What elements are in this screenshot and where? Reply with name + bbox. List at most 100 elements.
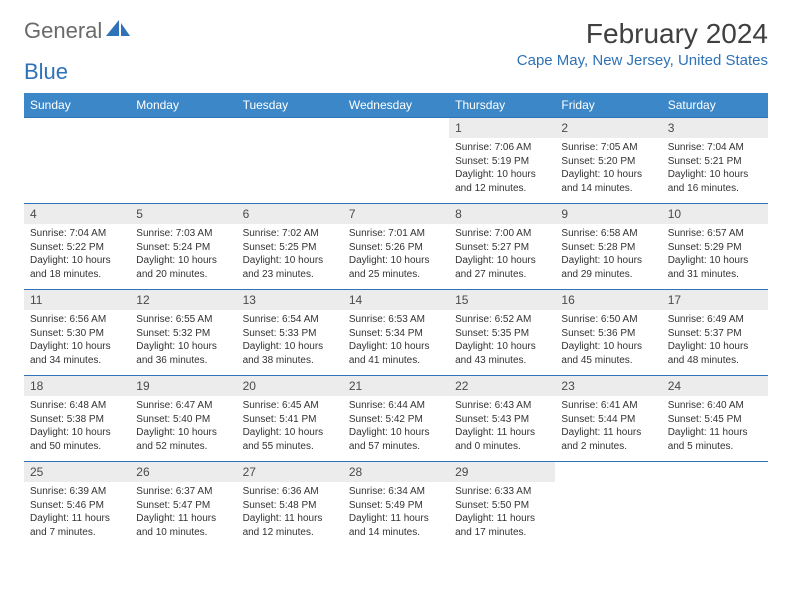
daylight-text: Daylight: 10 hours and 38 minutes. [243, 340, 337, 367]
sunrise-text: Sunrise: 6:49 AM [668, 313, 762, 327]
day-number: 2 [555, 118, 661, 138]
day-number: 12 [130, 290, 236, 310]
daylight-text: Daylight: 10 hours and 31 minutes. [668, 254, 762, 281]
day-body: Sunrise: 6:37 AMSunset: 5:47 PMDaylight:… [130, 482, 236, 542]
sunrise-text: Sunrise: 6:50 AM [561, 313, 655, 327]
day-body: Sunrise: 7:06 AMSunset: 5:19 PMDaylight:… [449, 138, 555, 198]
week-row: 18Sunrise: 6:48 AMSunset: 5:38 PMDayligh… [24, 376, 768, 462]
day-body: Sunrise: 7:02 AMSunset: 5:25 PMDaylight:… [237, 224, 343, 284]
sunset-text: Sunset: 5:49 PM [349, 499, 443, 513]
sunrise-text: Sunrise: 6:36 AM [243, 485, 337, 499]
day-cell: 26Sunrise: 6:37 AMSunset: 5:47 PMDayligh… [130, 462, 236, 548]
sunset-text: Sunset: 5:32 PM [136, 327, 230, 341]
sunrise-text: Sunrise: 6:56 AM [30, 313, 124, 327]
day-cell [24, 118, 130, 204]
day-number: 22 [449, 376, 555, 396]
day-number: 7 [343, 204, 449, 224]
sunset-text: Sunset: 5:47 PM [136, 499, 230, 513]
day-number: 9 [555, 204, 661, 224]
dow-header: Wednesday [343, 93, 449, 118]
daylight-text: Daylight: 11 hours and 5 minutes. [668, 426, 762, 453]
day-body: Sunrise: 6:54 AMSunset: 5:33 PMDaylight:… [237, 310, 343, 370]
sunrise-text: Sunrise: 7:04 AM [668, 141, 762, 155]
sunrise-text: Sunrise: 6:57 AM [668, 227, 762, 241]
sunset-text: Sunset: 5:37 PM [668, 327, 762, 341]
day-number: 5 [130, 204, 236, 224]
day-number: 3 [662, 118, 768, 138]
daylight-text: Daylight: 10 hours and 16 minutes. [668, 168, 762, 195]
sunrise-text: Sunrise: 7:06 AM [455, 141, 549, 155]
day-cell: 22Sunrise: 6:43 AMSunset: 5:43 PMDayligh… [449, 376, 555, 462]
day-cell: 25Sunrise: 6:39 AMSunset: 5:46 PMDayligh… [24, 462, 130, 548]
daylight-text: Daylight: 10 hours and 25 minutes. [349, 254, 443, 281]
sunrise-text: Sunrise: 6:48 AM [30, 399, 124, 413]
sunrise-text: Sunrise: 7:03 AM [136, 227, 230, 241]
day-cell: 10Sunrise: 6:57 AMSunset: 5:29 PMDayligh… [662, 204, 768, 290]
sunset-text: Sunset: 5:36 PM [561, 327, 655, 341]
daylight-text: Daylight: 10 hours and 52 minutes. [136, 426, 230, 453]
day-cell: 18Sunrise: 6:48 AMSunset: 5:38 PMDayligh… [24, 376, 130, 462]
day-number: 23 [555, 376, 661, 396]
day-body: Sunrise: 6:34 AMSunset: 5:49 PMDaylight:… [343, 482, 449, 542]
day-cell: 8Sunrise: 7:00 AMSunset: 5:27 PMDaylight… [449, 204, 555, 290]
week-row: 25Sunrise: 6:39 AMSunset: 5:46 PMDayligh… [24, 462, 768, 548]
sunset-text: Sunset: 5:27 PM [455, 241, 549, 255]
sunset-text: Sunset: 5:38 PM [30, 413, 124, 427]
day-body: Sunrise: 6:39 AMSunset: 5:46 PMDaylight:… [24, 482, 130, 542]
day-body: Sunrise: 6:56 AMSunset: 5:30 PMDaylight:… [24, 310, 130, 370]
sunset-text: Sunset: 5:42 PM [349, 413, 443, 427]
day-number [662, 462, 768, 468]
sunset-text: Sunset: 5:21 PM [668, 155, 762, 169]
week-row: 1Sunrise: 7:06 AMSunset: 5:19 PMDaylight… [24, 118, 768, 204]
sunrise-text: Sunrise: 7:02 AM [243, 227, 337, 241]
calendar-table: SundayMondayTuesdayWednesdayThursdayFrid… [24, 93, 768, 548]
dow-header: Thursday [449, 93, 555, 118]
day-cell: 24Sunrise: 6:40 AMSunset: 5:45 PMDayligh… [662, 376, 768, 462]
sunset-text: Sunset: 5:45 PM [668, 413, 762, 427]
sunrise-text: Sunrise: 7:04 AM [30, 227, 124, 241]
sunrise-text: Sunrise: 7:05 AM [561, 141, 655, 155]
day-number: 13 [237, 290, 343, 310]
day-cell: 28Sunrise: 6:34 AMSunset: 5:49 PMDayligh… [343, 462, 449, 548]
day-cell: 1Sunrise: 7:06 AMSunset: 5:19 PMDaylight… [449, 118, 555, 204]
day-number: 25 [24, 462, 130, 482]
daylight-text: Daylight: 10 hours and 43 minutes. [455, 340, 549, 367]
sunset-text: Sunset: 5:35 PM [455, 327, 549, 341]
sunrise-text: Sunrise: 6:44 AM [349, 399, 443, 413]
day-body: Sunrise: 6:33 AMSunset: 5:50 PMDaylight:… [449, 482, 555, 542]
daylight-text: Daylight: 10 hours and 18 minutes. [30, 254, 124, 281]
sunrise-text: Sunrise: 6:47 AM [136, 399, 230, 413]
day-body: Sunrise: 6:48 AMSunset: 5:38 PMDaylight:… [24, 396, 130, 456]
location: Cape May, New Jersey, United States [517, 52, 768, 69]
day-cell: 5Sunrise: 7:03 AMSunset: 5:24 PMDaylight… [130, 204, 236, 290]
daylight-text: Daylight: 11 hours and 14 minutes. [349, 512, 443, 539]
sunset-text: Sunset: 5:26 PM [349, 241, 443, 255]
day-cell [662, 462, 768, 548]
sunrise-text: Sunrise: 6:40 AM [668, 399, 762, 413]
daylight-text: Daylight: 11 hours and 2 minutes. [561, 426, 655, 453]
day-body: Sunrise: 6:50 AMSunset: 5:36 PMDaylight:… [555, 310, 661, 370]
daylight-text: Daylight: 10 hours and 29 minutes. [561, 254, 655, 281]
day-body: Sunrise: 7:00 AMSunset: 5:27 PMDaylight:… [449, 224, 555, 284]
sunset-text: Sunset: 5:30 PM [30, 327, 124, 341]
calendar-page: General February 2024 Cape May, New Jers… [0, 0, 792, 566]
day-cell: 19Sunrise: 6:47 AMSunset: 5:40 PMDayligh… [130, 376, 236, 462]
day-body: Sunrise: 6:47 AMSunset: 5:40 PMDaylight:… [130, 396, 236, 456]
day-body: Sunrise: 6:55 AMSunset: 5:32 PMDaylight:… [130, 310, 236, 370]
day-number: 20 [237, 376, 343, 396]
sunrise-text: Sunrise: 6:54 AM [243, 313, 337, 327]
day-cell [555, 462, 661, 548]
sunrise-text: Sunrise: 6:53 AM [349, 313, 443, 327]
sunset-text: Sunset: 5:41 PM [243, 413, 337, 427]
daylight-text: Daylight: 10 hours and 20 minutes. [136, 254, 230, 281]
day-of-week-row: SundayMondayTuesdayWednesdayThursdayFrid… [24, 93, 768, 118]
day-body: Sunrise: 6:36 AMSunset: 5:48 PMDaylight:… [237, 482, 343, 542]
day-body: Sunrise: 7:04 AMSunset: 5:22 PMDaylight:… [24, 224, 130, 284]
day-cell: 20Sunrise: 6:45 AMSunset: 5:41 PMDayligh… [237, 376, 343, 462]
day-number [24, 118, 130, 124]
daylight-text: Daylight: 11 hours and 17 minutes. [455, 512, 549, 539]
sunrise-text: Sunrise: 6:39 AM [30, 485, 124, 499]
sunset-text: Sunset: 5:28 PM [561, 241, 655, 255]
day-number: 27 [237, 462, 343, 482]
day-number: 21 [343, 376, 449, 396]
